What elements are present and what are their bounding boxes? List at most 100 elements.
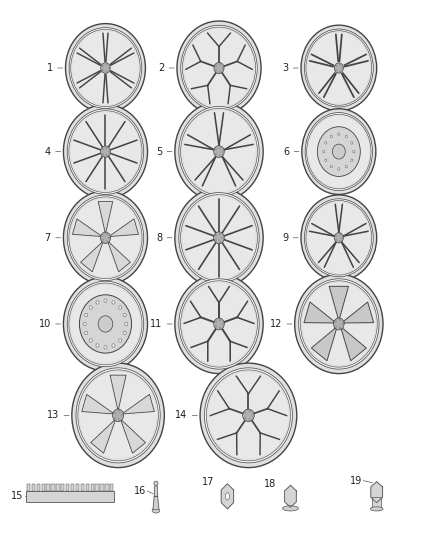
Ellipse shape — [301, 25, 377, 111]
Ellipse shape — [219, 147, 221, 148]
Ellipse shape — [71, 112, 140, 191]
Ellipse shape — [123, 331, 126, 335]
Ellipse shape — [215, 321, 217, 322]
Ellipse shape — [64, 104, 148, 199]
Ellipse shape — [119, 338, 122, 342]
Ellipse shape — [69, 111, 142, 192]
Ellipse shape — [222, 67, 223, 69]
Polygon shape — [311, 328, 336, 361]
Ellipse shape — [214, 146, 224, 158]
Text: 4: 4 — [45, 147, 51, 157]
Ellipse shape — [119, 306, 122, 309]
Ellipse shape — [334, 63, 343, 73]
Ellipse shape — [219, 71, 221, 72]
Polygon shape — [108, 242, 131, 272]
Ellipse shape — [304, 29, 373, 107]
Ellipse shape — [106, 147, 107, 149]
Ellipse shape — [108, 151, 110, 152]
Ellipse shape — [69, 283, 142, 365]
Polygon shape — [110, 375, 126, 409]
Ellipse shape — [108, 67, 110, 69]
Text: 15: 15 — [11, 491, 24, 502]
Ellipse shape — [175, 274, 263, 374]
Ellipse shape — [339, 319, 341, 321]
Ellipse shape — [106, 64, 107, 65]
Bar — [27, 484, 30, 491]
Ellipse shape — [243, 409, 254, 422]
Ellipse shape — [304, 199, 373, 277]
Text: 14: 14 — [175, 410, 187, 421]
Ellipse shape — [215, 148, 217, 150]
Ellipse shape — [342, 67, 343, 69]
Polygon shape — [82, 394, 113, 414]
Bar — [372, 497, 381, 508]
Ellipse shape — [182, 110, 256, 193]
Ellipse shape — [114, 417, 116, 419]
Ellipse shape — [179, 107, 259, 197]
Ellipse shape — [335, 326, 336, 327]
Polygon shape — [154, 486, 158, 496]
Ellipse shape — [67, 195, 144, 280]
Ellipse shape — [308, 116, 370, 187]
Ellipse shape — [106, 241, 107, 242]
Ellipse shape — [89, 338, 92, 342]
Bar — [56, 484, 60, 491]
Ellipse shape — [182, 283, 256, 365]
Ellipse shape — [330, 135, 332, 138]
Ellipse shape — [325, 159, 327, 161]
Ellipse shape — [244, 412, 246, 414]
Ellipse shape — [67, 109, 144, 195]
Ellipse shape — [215, 239, 217, 241]
Polygon shape — [221, 484, 233, 509]
Ellipse shape — [219, 327, 221, 329]
Ellipse shape — [78, 370, 158, 461]
Ellipse shape — [89, 306, 92, 309]
Ellipse shape — [180, 195, 258, 281]
Ellipse shape — [342, 323, 343, 325]
Polygon shape — [285, 486, 297, 507]
Ellipse shape — [76, 368, 160, 463]
Ellipse shape — [249, 410, 251, 412]
Polygon shape — [153, 496, 159, 510]
Ellipse shape — [69, 28, 142, 108]
Bar — [71, 484, 74, 491]
Ellipse shape — [71, 199, 140, 277]
Ellipse shape — [336, 69, 337, 71]
Ellipse shape — [180, 281, 258, 367]
Ellipse shape — [338, 168, 340, 170]
Text: 6: 6 — [283, 147, 289, 157]
Ellipse shape — [336, 65, 337, 67]
Ellipse shape — [299, 279, 379, 369]
Ellipse shape — [339, 64, 340, 65]
Text: 18: 18 — [265, 479, 277, 489]
Bar — [51, 484, 55, 491]
Ellipse shape — [339, 240, 340, 242]
Ellipse shape — [102, 65, 103, 67]
Ellipse shape — [64, 277, 148, 371]
Ellipse shape — [336, 235, 337, 236]
Ellipse shape — [219, 155, 221, 156]
Ellipse shape — [102, 149, 103, 150]
Ellipse shape — [72, 31, 138, 105]
Ellipse shape — [175, 188, 263, 287]
Bar — [105, 484, 109, 491]
Bar — [110, 484, 113, 491]
Polygon shape — [121, 420, 145, 453]
Text: 13: 13 — [47, 410, 59, 421]
Bar — [100, 484, 104, 491]
Bar — [42, 484, 45, 491]
Ellipse shape — [66, 23, 145, 112]
Ellipse shape — [252, 415, 253, 416]
Polygon shape — [304, 302, 334, 323]
Ellipse shape — [307, 33, 370, 103]
Ellipse shape — [121, 415, 123, 416]
Ellipse shape — [215, 154, 217, 155]
Ellipse shape — [325, 142, 327, 144]
Ellipse shape — [112, 344, 115, 347]
Ellipse shape — [215, 65, 217, 67]
Ellipse shape — [98, 316, 113, 332]
Ellipse shape — [339, 327, 341, 329]
Ellipse shape — [108, 237, 110, 238]
Ellipse shape — [339, 71, 340, 72]
Ellipse shape — [113, 409, 124, 422]
